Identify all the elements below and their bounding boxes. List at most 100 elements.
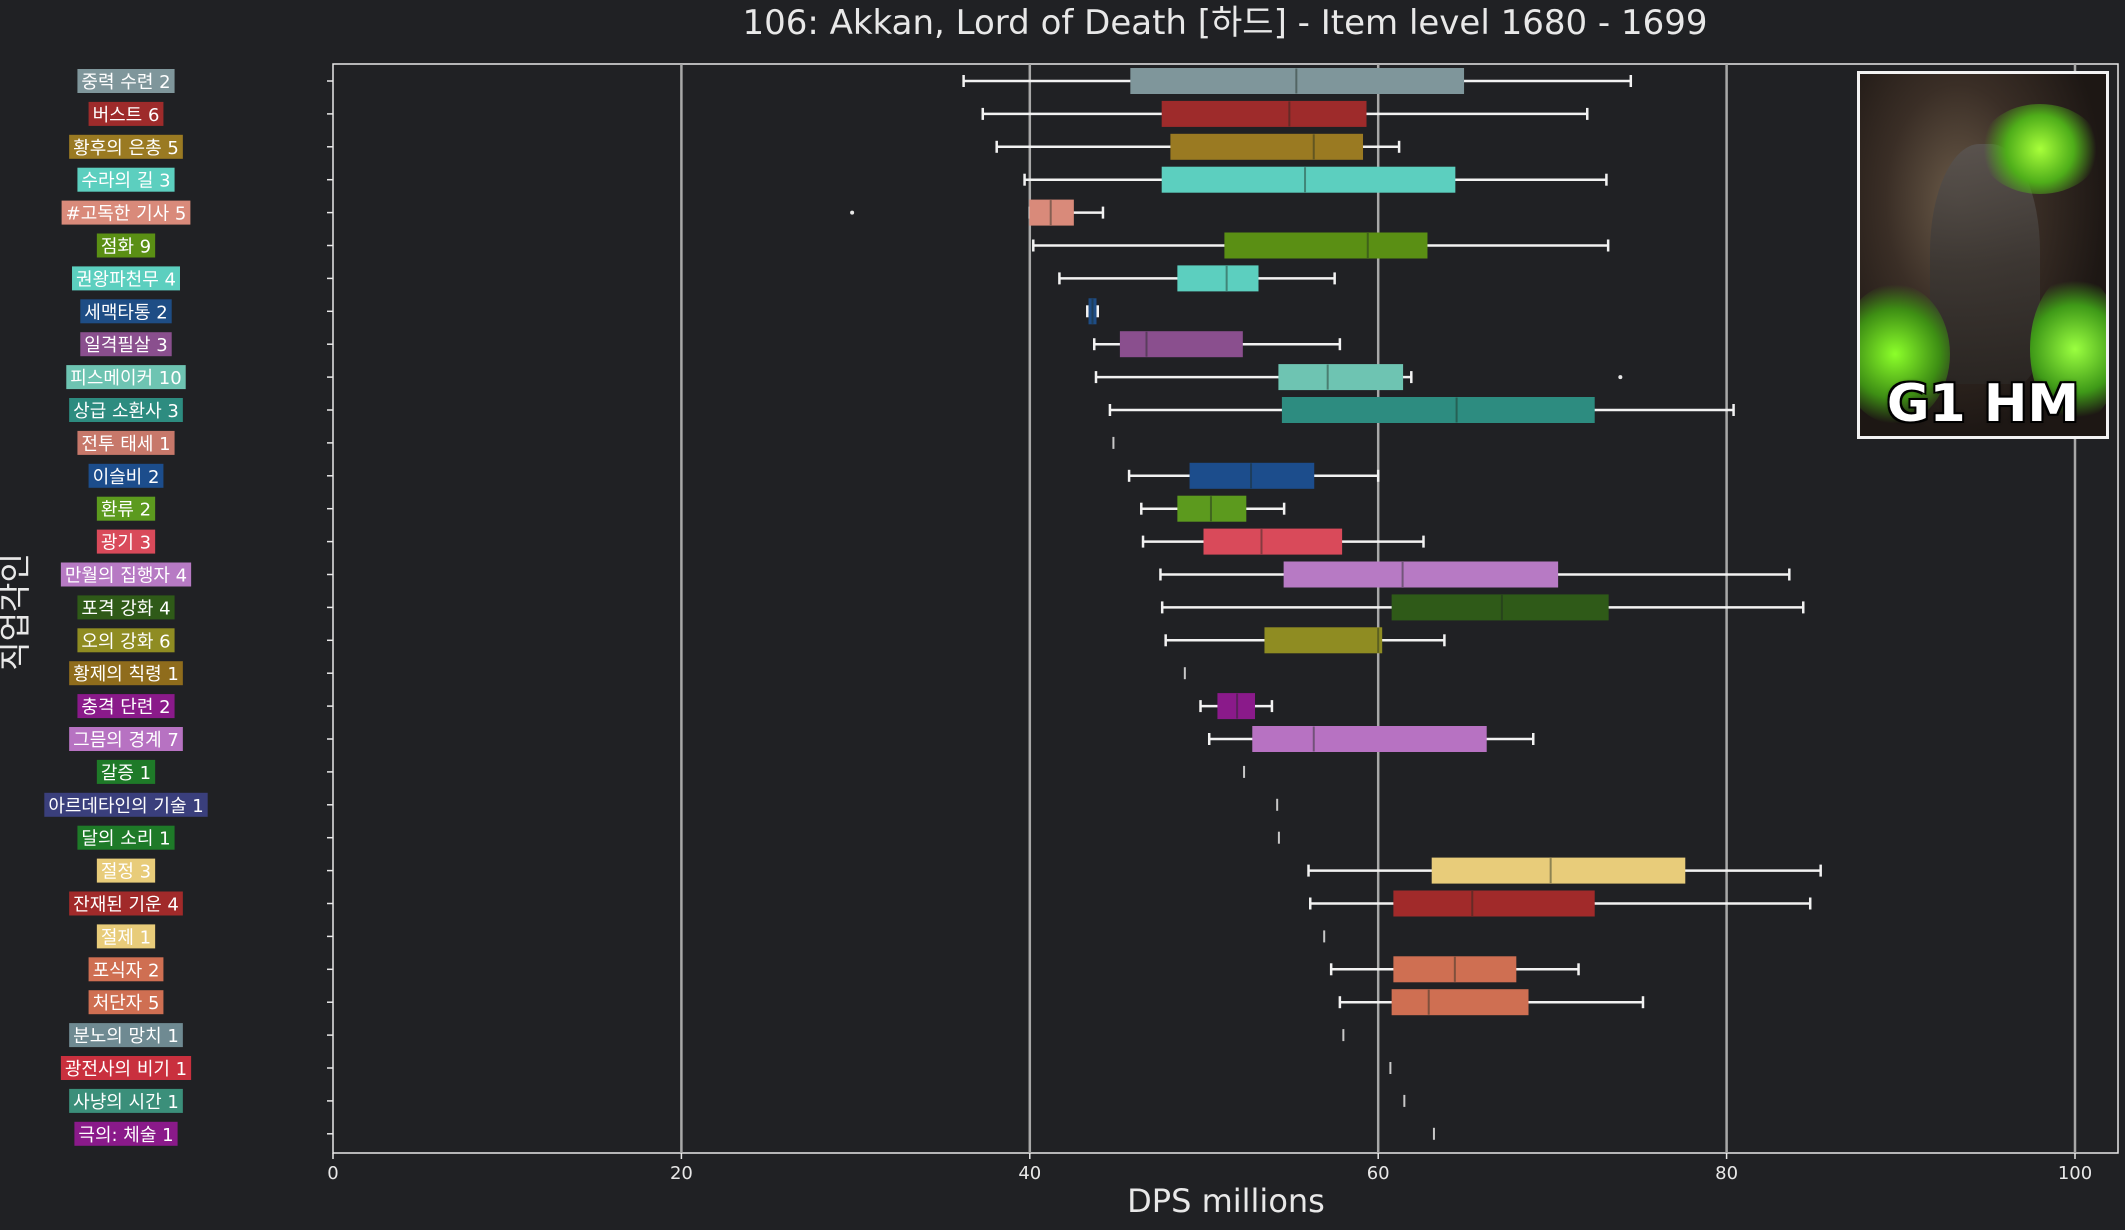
x-tick-label: 20 xyxy=(670,1163,693,1184)
category-label-text: 극의: 체술 1 xyxy=(78,1125,173,1146)
box-row-17: 오의 강화 6 xyxy=(77,627,1446,654)
category-label-background xyxy=(69,134,183,159)
green-flame-effect xyxy=(1860,284,1950,424)
iqr-box xyxy=(1393,890,1595,917)
box-row-7: 세맥타통 2 xyxy=(80,298,1099,325)
category-label-background xyxy=(44,792,208,817)
box-row-15: 만월의 집행자 4 xyxy=(60,561,1791,588)
category-label-text: 환류 2 xyxy=(101,500,151,521)
category-label: 환류 2 xyxy=(96,496,156,521)
x-tick-label: 80 xyxy=(1715,1163,1738,1184)
category-label-text: 일격필살 3 xyxy=(84,335,167,356)
category-label-background xyxy=(88,957,164,982)
category-label-text: 점화 9 xyxy=(101,237,151,258)
box-row-28: 처단자 5 xyxy=(88,989,1645,1016)
category-label-background xyxy=(74,1121,178,1146)
category-label-text: 포식자 2 xyxy=(93,960,160,981)
category-label-text: 황제의 칙령 1 xyxy=(73,664,179,685)
category-label-background xyxy=(60,1056,192,1080)
category-label: 상급 소환사 3 xyxy=(69,398,183,422)
plot-area: 0 20 40 60 80 100 중력 수련 2 버스트 6 황후의 은총 5 수라의 길 3 #… xyxy=(44,63,2119,1184)
category-label: 이슬비 2 xyxy=(88,463,164,488)
box-row-8: 일격필살 3 xyxy=(80,331,1342,358)
category-label: 갈증 1 xyxy=(96,759,156,784)
category-label: 충격 단련 2 xyxy=(77,694,175,719)
category-label: 달의 소리 1 xyxy=(77,825,175,850)
category-label-text: 상급 소환사 3 xyxy=(73,401,179,422)
category-label-text: 이슬비 2 xyxy=(93,467,160,488)
category-label-text: 광전사의 비기 1 xyxy=(65,1059,187,1080)
category-label-text: 처단자 5 xyxy=(93,993,160,1014)
category-label: 처단자 5 xyxy=(88,990,164,1015)
category-label-background xyxy=(69,1023,183,1048)
category-label-text: 광기 3 xyxy=(101,533,151,554)
category-label-background xyxy=(96,924,156,949)
category-label-text: 포격 강화 4 xyxy=(81,598,170,619)
category-label: 만월의 집행자 4 xyxy=(60,562,192,587)
category-label-background xyxy=(88,101,164,126)
category-label-background xyxy=(77,69,175,93)
category-label-text: #고독한 기사 5 xyxy=(66,204,187,225)
category-label-background xyxy=(69,398,183,422)
category-label-text: 중력 수련 2 xyxy=(81,72,170,93)
green-flame-effect xyxy=(2030,274,2106,424)
box-row-21: 갈증 1 xyxy=(96,759,1246,784)
category-label: 황후의 은총 5 xyxy=(69,134,183,159)
category-label: 그믐의 경계 7 xyxy=(69,727,183,751)
x-tick-label: 60 xyxy=(1367,1163,1390,1184)
iqr-box xyxy=(1278,364,1404,391)
iqr-box xyxy=(1283,561,1559,588)
box-row-5: 점화 9 xyxy=(96,232,1610,259)
category-label: 분노의 망치 1 xyxy=(69,1023,183,1048)
category-label-text: 전투 태세 1 xyxy=(81,434,170,455)
outlier-point xyxy=(1618,375,1623,380)
category-label: 절정 3 xyxy=(96,858,156,883)
iqr-box xyxy=(1130,68,1465,94)
chart-title: 106: Akkan, Lord of Death [하드] - Item le… xyxy=(742,3,1707,43)
category-label-text: 아르데타인의 기술 1 xyxy=(48,796,203,817)
x-tick-label: 0 xyxy=(327,1163,338,1184)
gate-difficulty-badge: G1 HM xyxy=(1886,374,2080,434)
box-row-24: 절정 3 xyxy=(96,857,1822,884)
box-row-0: 중력 수련 2 xyxy=(77,68,1633,94)
category-label: 점화 9 xyxy=(96,233,156,258)
iqr-box xyxy=(1088,298,1097,325)
box-row-3: 수라의 길 3 xyxy=(77,166,1608,193)
category-label-text: 버스트 6 xyxy=(93,105,160,126)
x-tick-label: 100 xyxy=(2058,1163,2092,1184)
category-label-background xyxy=(69,891,183,916)
box-row-30: 광전사의 비기 1 xyxy=(60,1056,1392,1080)
category-label: 피스메이커 10 xyxy=(66,365,186,390)
category-label: 사냥의 시간 1 xyxy=(69,1088,183,1113)
box-row-31: 사냥의 시간 1 xyxy=(69,1088,1406,1113)
category-label: 일격필살 3 xyxy=(80,332,172,357)
box-row-13: 환류 2 xyxy=(96,495,1286,522)
iqr-box xyxy=(1391,594,1609,621)
category-label: 버스트 6 xyxy=(88,101,164,126)
iqr-box xyxy=(1189,462,1315,489)
iqr-box xyxy=(1431,857,1686,884)
iqr-box xyxy=(1161,166,1456,193)
category-label-background xyxy=(96,496,156,521)
box-row-20: 그믐의 경계 7 xyxy=(69,726,1535,752)
category-label-text: 권왕파천무 4 xyxy=(76,269,176,290)
category-label: 절제 1 xyxy=(96,924,156,949)
category-label-text: 분노의 망치 1 xyxy=(73,1026,179,1047)
box-row-4: #고독한 기사 5 xyxy=(61,199,1105,226)
iqr-box xyxy=(1264,627,1383,654)
category-label-background xyxy=(77,167,175,192)
category-label-text: 피스메이커 10 xyxy=(70,368,181,389)
category-label-background xyxy=(77,825,175,850)
box-row-23: 달의 소리 1 xyxy=(77,825,1280,850)
box-row-14: 광기 3 xyxy=(96,528,1425,555)
category-label-background xyxy=(61,200,191,225)
category-label-background xyxy=(77,694,175,719)
category-label: 아르데타인의 기술 1 xyxy=(44,792,208,817)
box-row-25: 잔재된 기운 4 xyxy=(69,890,1812,917)
iqr-box xyxy=(1217,693,1256,720)
x-tick-label: 40 xyxy=(1018,1163,1041,1184)
y-axis-label: 직업각인 xyxy=(0,553,34,671)
iqr-box xyxy=(1393,956,1517,983)
category-label-text: 오의 강화 6 xyxy=(81,631,170,652)
